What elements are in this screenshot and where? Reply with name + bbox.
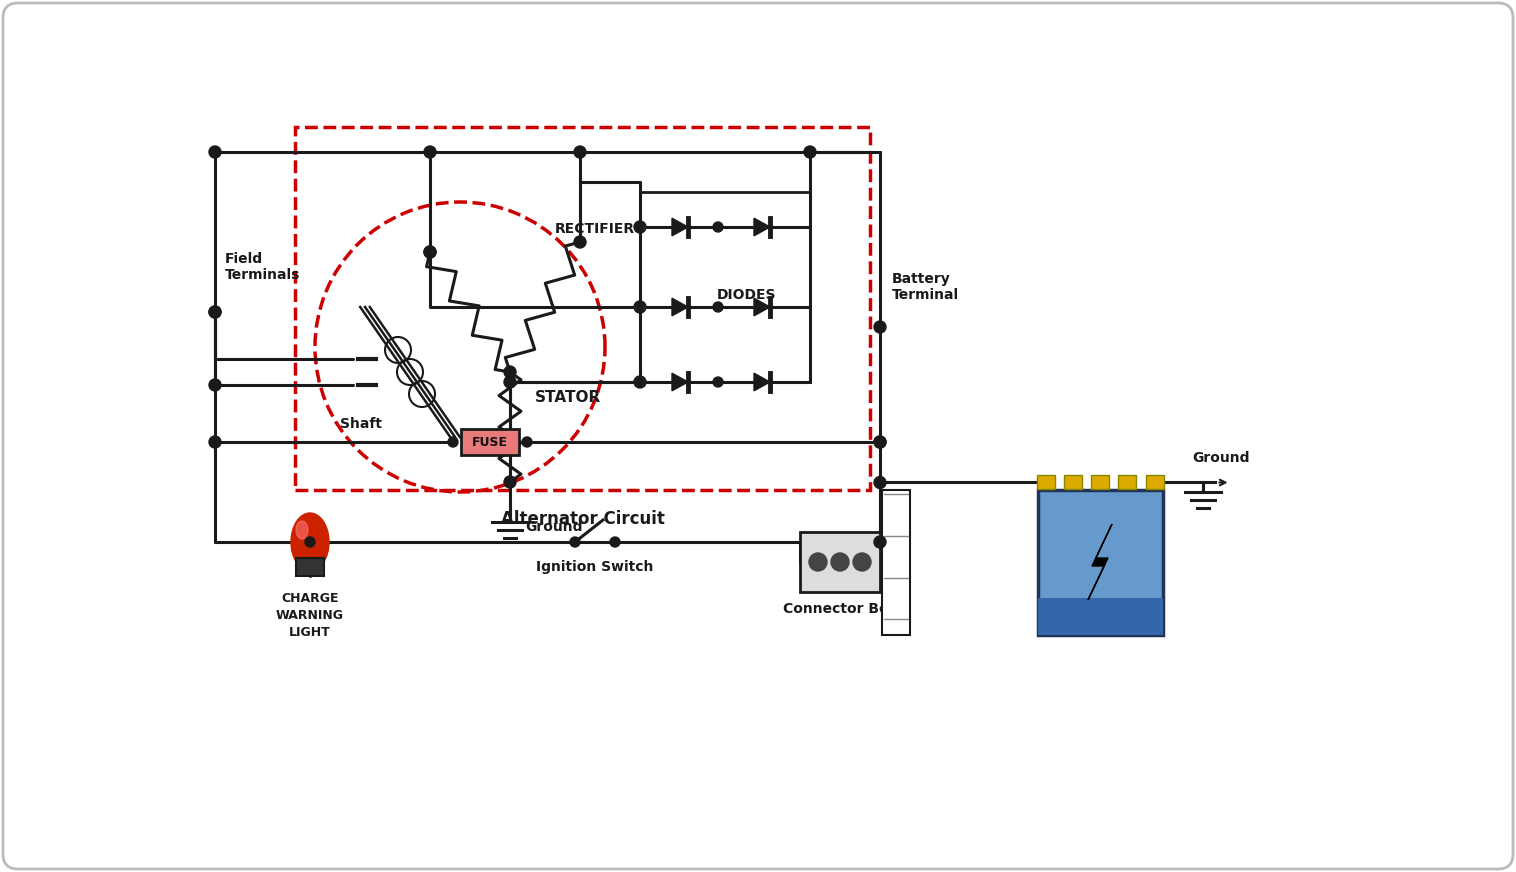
FancyBboxPatch shape [461,429,518,455]
Circle shape [209,306,221,318]
Bar [1037,489,1163,635]
Circle shape [609,537,620,547]
Polygon shape [753,218,770,235]
Ellipse shape [296,521,308,539]
Circle shape [634,221,646,233]
Text: Connector Box: Connector Box [782,602,897,616]
Circle shape [209,436,221,448]
Text: RECTIFIER: RECTIFIER [555,222,635,236]
Circle shape [424,246,437,258]
Text: Shaft: Shaft [340,417,382,431]
Circle shape [424,146,437,158]
Circle shape [875,436,885,448]
Bar [1092,475,1110,489]
Bar [1037,598,1163,635]
Circle shape [713,222,723,232]
Ellipse shape [291,513,329,571]
Bar [1146,475,1163,489]
Bar [640,192,810,382]
Polygon shape [1088,524,1113,600]
Circle shape [875,476,885,488]
Polygon shape [672,373,688,391]
Text: Ground: Ground [1193,451,1251,465]
Circle shape [522,437,532,447]
Bar [1119,475,1137,489]
Circle shape [209,306,221,318]
Circle shape [503,376,515,388]
Circle shape [634,301,646,313]
Text: STATOR: STATOR [535,390,602,405]
Circle shape [503,366,515,378]
Circle shape [424,246,437,258]
Circle shape [570,537,581,547]
Bar [1064,475,1082,489]
Circle shape [209,379,221,391]
Text: Alternator Circuit: Alternator Circuit [500,510,664,528]
Polygon shape [672,298,688,316]
Text: CHARGE
WARNING
LIGHT: CHARGE WARNING LIGHT [276,592,344,639]
Text: Ground: Ground [525,520,582,534]
Circle shape [503,476,515,488]
Circle shape [803,146,816,158]
Circle shape [209,146,221,158]
Polygon shape [753,373,770,391]
Polygon shape [753,298,770,316]
Bar [1037,475,1055,489]
Circle shape [810,553,828,571]
Bar [296,558,324,576]
Circle shape [634,376,646,388]
Text: Ignition Switch: Ignition Switch [537,560,653,574]
Circle shape [449,437,458,447]
Text: Battery
Terminal: Battery Terminal [891,272,960,302]
Circle shape [875,436,885,448]
Text: DIODES: DIODES [716,288,776,302]
Circle shape [875,536,885,548]
Circle shape [875,321,885,333]
Bar [882,489,910,635]
Polygon shape [672,218,688,235]
Circle shape [854,553,872,571]
Bar [800,532,879,592]
Circle shape [575,236,587,248]
Text: FUSE: FUSE [471,435,508,448]
Circle shape [713,302,723,312]
Circle shape [305,537,315,547]
Circle shape [713,377,723,387]
Circle shape [831,553,849,571]
Text: Field
Terminals: Field Terminals [224,252,300,282]
FancyBboxPatch shape [3,3,1513,869]
Circle shape [575,146,587,158]
